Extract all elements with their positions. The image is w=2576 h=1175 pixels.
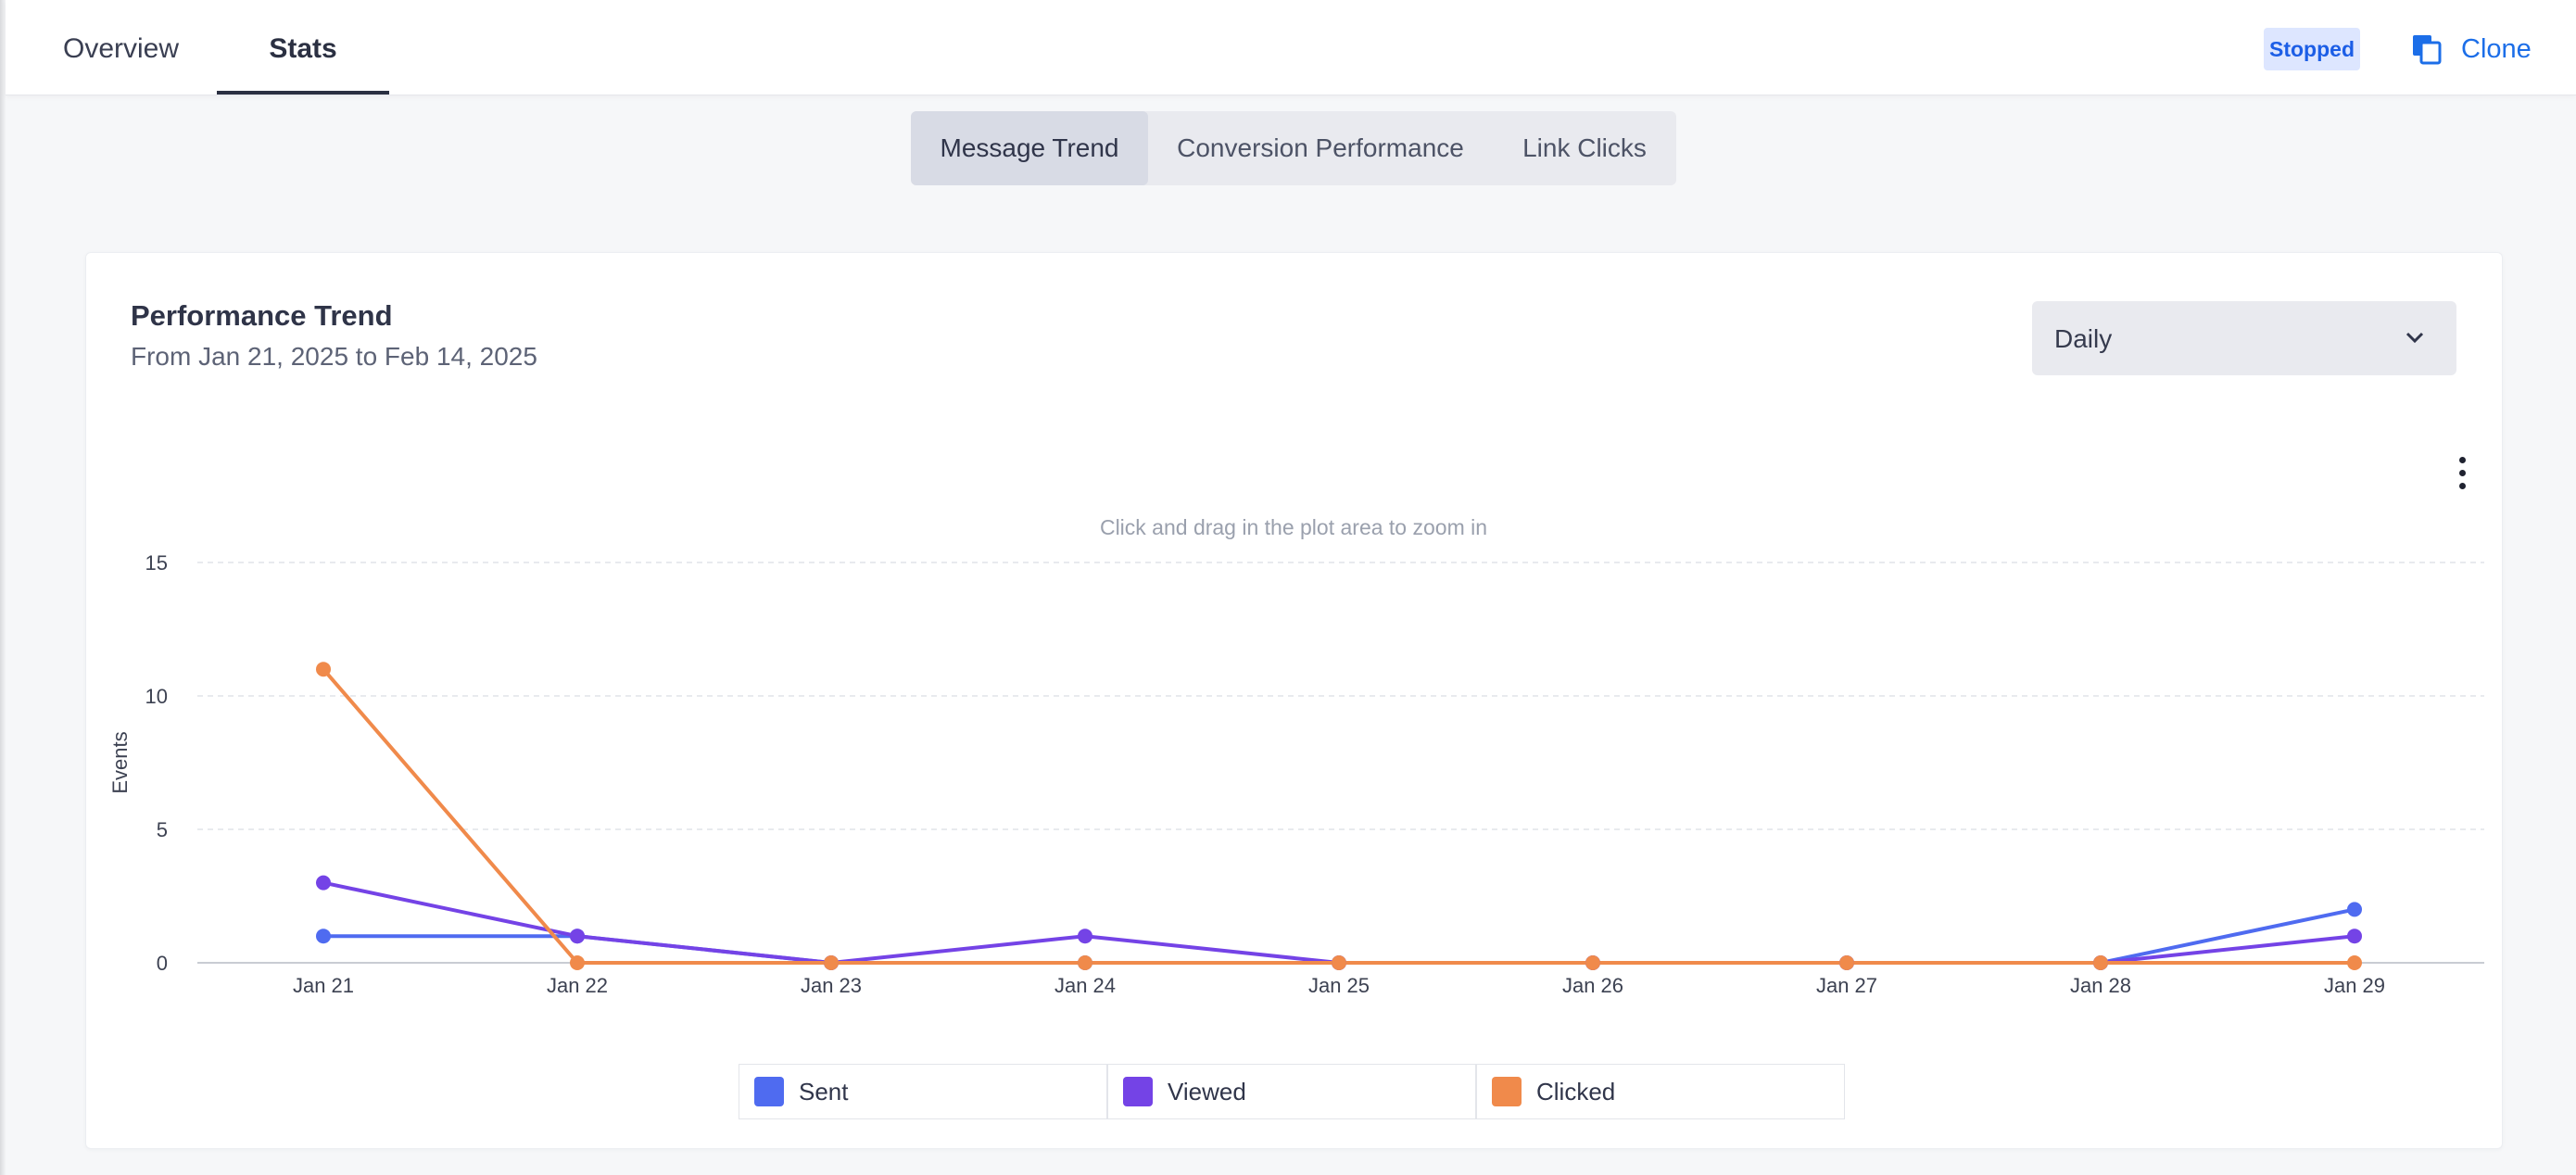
data-point-clicked <box>2347 955 2362 970</box>
x-tick-label: Jan 23 <box>801 974 862 997</box>
series-line-clicked <box>322 667 2355 965</box>
x-tick-label: Jan 29 <box>2324 974 2385 997</box>
x-tick-label: Jan 26 <box>1562 974 1623 997</box>
y-axis-label: Events <box>108 731 132 793</box>
window-edge <box>0 0 6 1175</box>
legend-label-sent: Sent <box>799 1077 849 1106</box>
y-tick-label: 10 <box>145 685 168 708</box>
data-point-clicked <box>316 662 331 677</box>
legend-item-sent[interactable]: Sent <box>739 1064 1107 1119</box>
x-tick-label: Jan 25 <box>1308 974 1370 997</box>
tab-stats-label: Stats <box>269 33 337 64</box>
data-point-clicked <box>824 955 839 970</box>
legend-label-clicked: Clicked <box>1536 1077 1616 1106</box>
legend-label-viewed: Viewed <box>1168 1077 1246 1106</box>
clone-icon <box>2413 35 2442 65</box>
series-line-viewed <box>322 880 2355 965</box>
x-tick-label: Jan 21 <box>293 974 354 997</box>
segment-link-clicks[interactable]: Link Clicks <box>1522 133 1647 162</box>
granularity-value: Daily <box>2054 324 2113 353</box>
legend-swatch-sent <box>754 1077 784 1106</box>
segment-message-trend[interactable]: Message Trend <box>911 111 1148 185</box>
performance-trend-card: Performance Trend From Jan 21, 2025 to F… <box>85 252 2503 1149</box>
status-badge: Stopped <box>2264 28 2360 70</box>
data-point-viewed <box>2347 929 2362 944</box>
top-navigation: Overview Stats Stopped Clone <box>6 0 2576 95</box>
date-range: From Jan 21, 2025 to Feb 14, 2025 <box>131 342 537 371</box>
y-tick-label: 15 <box>145 551 168 575</box>
legend-item-clicked[interactable]: Clicked <box>1476 1064 1845 1119</box>
tab-stats[interactable]: Stats <box>217 0 389 95</box>
segment-conversion-performance[interactable]: Conversion Performance <box>1177 133 1464 162</box>
data-point-clicked <box>2093 955 2108 970</box>
data-point-viewed <box>316 875 331 891</box>
trend-chart[interactable]: Click and drag in the plot area to zoom … <box>86 253 2502 1087</box>
zoom-hint: Click and drag in the plot area to zoom … <box>1100 515 1487 539</box>
tab-overview[interactable]: Overview <box>63 33 180 64</box>
clone-label: Clone <box>2461 33 2532 64</box>
y-tick-label: 0 <box>157 952 168 975</box>
chevron-down-icon <box>2406 332 2424 344</box>
series-line-sent <box>323 907 2355 965</box>
x-tick-label: Jan 27 <box>1816 974 1877 997</box>
data-point-sent <box>316 929 331 944</box>
chart-menu-button[interactable] <box>2453 457 2471 498</box>
x-tick-label: Jan 22 <box>547 974 608 997</box>
legend-swatch-viewed <box>1123 1077 1153 1106</box>
x-tick-label: Jan 24 <box>1054 974 1116 997</box>
data-point-clicked <box>1839 955 1854 970</box>
legend-swatch-clicked <box>1492 1077 1522 1106</box>
data-point-clicked <box>1332 955 1346 970</box>
data-point-clicked <box>1078 955 1092 970</box>
data-point-clicked <box>570 955 585 970</box>
data-point-viewed <box>570 929 585 944</box>
stats-view-switcher: Message Trend Conversion Performance Lin… <box>911 111 1676 185</box>
legend-item-viewed[interactable]: Viewed <box>1107 1064 1476 1119</box>
x-tick-label: Jan 28 <box>2070 974 2131 997</box>
data-point-clicked <box>1585 955 1600 970</box>
kebab-menu-icon <box>2453 457 2471 489</box>
y-tick-label: 5 <box>157 818 168 841</box>
active-tab-indicator <box>217 91 389 95</box>
card-title: Performance Trend <box>131 299 393 332</box>
granularity-select[interactable]: Daily <box>2032 301 2456 375</box>
data-point-sent <box>2347 902 2362 917</box>
chart-legend: Sent Viewed Clicked <box>739 1064 1845 1119</box>
data-point-viewed <box>1078 929 1092 944</box>
clone-button[interactable]: Clone <box>2411 26 2532 72</box>
